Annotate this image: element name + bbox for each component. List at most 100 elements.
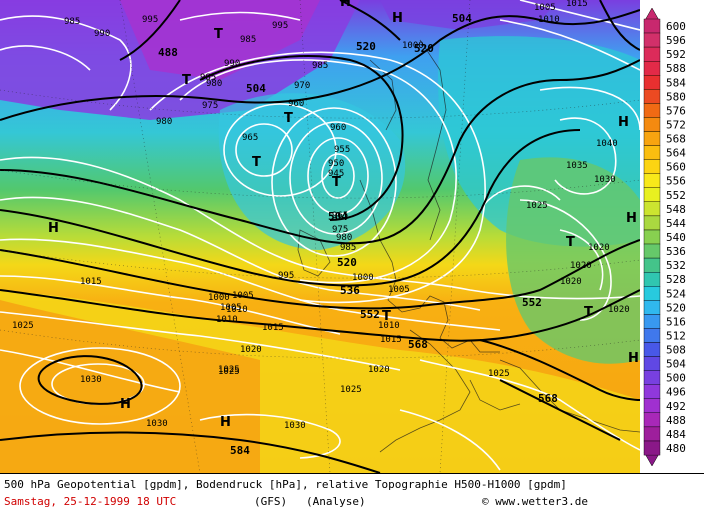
field-blue-low xyxy=(218,93,406,250)
isobar-label: 1020 xyxy=(368,365,390,375)
isobar-label: 1015 xyxy=(566,0,588,9)
isobar-label: 1010 xyxy=(538,15,560,25)
scale-swatch xyxy=(643,440,661,456)
isobar-label: 1030 xyxy=(80,375,102,385)
z500-label: 504 xyxy=(452,12,472,25)
scale-label: 588 xyxy=(666,62,686,75)
caption-credit: © www.wetter3.de xyxy=(482,495,588,508)
isobar-label: 1025 xyxy=(218,365,240,375)
scale-label: 544 xyxy=(666,217,686,230)
isobar-label: 980 xyxy=(336,233,352,243)
z500-label: 520 xyxy=(356,40,376,53)
field-cold-core xyxy=(120,0,320,80)
isobar-label: 945 xyxy=(328,169,344,179)
scale-label: 576 xyxy=(666,104,686,117)
low-center: T xyxy=(332,175,341,190)
scale-label: 560 xyxy=(666,161,686,174)
isobar-label: 1040 xyxy=(596,139,618,149)
scale-label: 492 xyxy=(666,400,686,413)
caption-model: (GFS) xyxy=(254,495,288,508)
isobar-label: 970 xyxy=(294,81,310,91)
isobar-label: 1015 xyxy=(262,323,284,333)
scale-swatch xyxy=(643,286,661,301)
scale-swatch xyxy=(643,18,661,34)
scale-swatch xyxy=(643,426,661,442)
scale-swatch xyxy=(643,229,661,245)
isobar-label: 985 xyxy=(340,243,356,253)
isobar-label: 980 xyxy=(156,117,172,127)
caption-date: Samstag, 25-12-1999 18 UTC xyxy=(4,495,177,508)
high-center: H xyxy=(340,0,351,10)
isobar-label: 1015 xyxy=(380,335,402,345)
scale-swatch xyxy=(643,103,661,118)
isobar-label: 1030 xyxy=(146,419,168,429)
scale-label: 528 xyxy=(666,273,686,286)
scale-label: 584 xyxy=(666,76,686,89)
isobar-label: 985 xyxy=(240,35,256,45)
high-center: H xyxy=(626,211,637,226)
scale-label: 596 xyxy=(666,34,686,47)
low-center: T xyxy=(182,73,191,88)
isobar-label: 990 xyxy=(224,59,240,69)
isobar-label: 1035 xyxy=(566,161,588,171)
scale-label: 516 xyxy=(666,315,686,328)
scale-label: 568 xyxy=(666,133,686,146)
isobar-label: 1005 xyxy=(232,291,254,301)
scale-swatch xyxy=(643,61,661,76)
scale-swatch xyxy=(643,272,661,287)
caption-analysis: (Analyse) xyxy=(306,495,366,508)
isobar-label: 1020 xyxy=(608,305,630,315)
scale-swatch xyxy=(643,243,661,259)
high-center: H xyxy=(220,415,231,430)
scale-label: 484 xyxy=(666,428,686,441)
scale-label: 512 xyxy=(666,330,686,343)
scale-label: 552 xyxy=(666,189,686,202)
scale-swatch xyxy=(643,89,661,104)
z500-label: 552 xyxy=(522,296,542,309)
scale-swatch xyxy=(643,201,661,217)
pressure-centers: H H H H H H H H T T T T T T T T xyxy=(48,0,639,430)
scale-label: 500 xyxy=(666,372,686,385)
isobar-label: 1025 xyxy=(488,369,510,379)
z500-label: 520 xyxy=(414,42,434,55)
high-center: H xyxy=(120,397,131,412)
color-scale: 6005965925885845805765725685645605565525… xyxy=(640,0,704,473)
scale-label: 532 xyxy=(666,259,686,272)
isobar-label: 995 xyxy=(142,15,158,25)
isobar-label: 975 xyxy=(332,225,348,235)
scale-label: 592 xyxy=(666,48,686,61)
scale-swatch xyxy=(643,328,661,343)
isobar-label: 985 xyxy=(64,17,80,27)
color-scale-labels: 6005965925885845805765725685645605565525… xyxy=(666,20,686,455)
scale-swatch xyxy=(643,159,661,174)
pressure-labels: 985 990 995 985 995 985 990 975 985 980 … xyxy=(12,0,630,431)
isobar-label: 1020 xyxy=(588,243,610,253)
z500-label: 504 xyxy=(328,210,348,223)
geopotential-contours xyxy=(0,0,640,473)
scale-label: 508 xyxy=(666,344,686,357)
high-center: H xyxy=(392,11,403,26)
isobar-label: 1030 xyxy=(284,421,306,431)
scale-swatch xyxy=(643,117,661,132)
z500-label: 584 xyxy=(230,444,250,457)
isobar-label: 1025 xyxy=(12,321,34,331)
isobar-label: 1020 xyxy=(570,261,592,271)
scale-label: 580 xyxy=(666,90,686,103)
isobar-label: 1020 xyxy=(240,345,262,355)
scale-label: 548 xyxy=(666,203,686,216)
low-center: T xyxy=(214,27,223,42)
z500-label: 552 xyxy=(360,308,380,321)
scale-swatch xyxy=(643,145,661,160)
isobar-label: 1010 xyxy=(216,315,238,325)
z500-label: 568 xyxy=(538,392,558,405)
scale-label: 524 xyxy=(666,287,686,300)
weather-map: 488 504 504 520 520 504 520 536 552 552 … xyxy=(0,0,640,473)
isobar-label: 965 xyxy=(242,133,258,143)
low-center: T xyxy=(284,111,293,126)
isobar-label: 1000 xyxy=(402,41,424,51)
isobar-label: 1020 xyxy=(560,277,582,287)
scale-swatch xyxy=(643,412,661,428)
isobar-label: 980 xyxy=(206,79,222,89)
scale-label: 504 xyxy=(666,358,686,371)
isobar-label: 995 xyxy=(272,21,288,31)
